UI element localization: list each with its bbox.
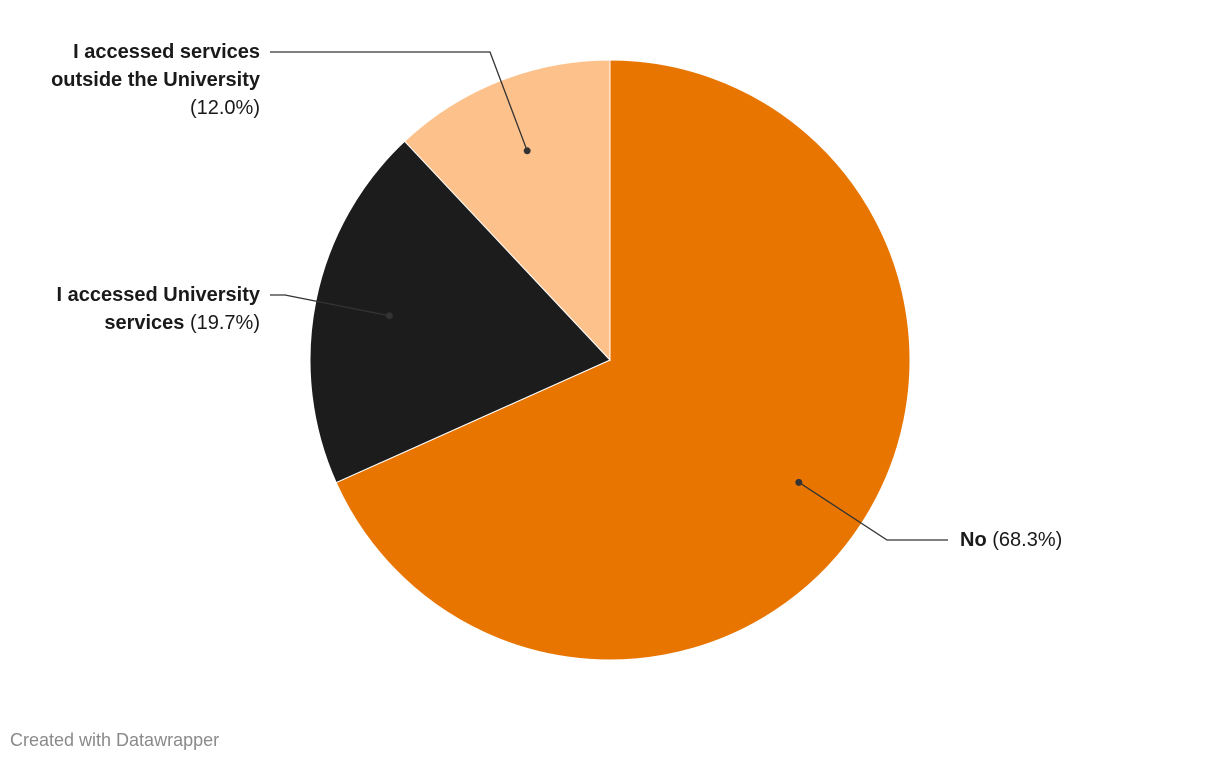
slice-label: I accessed services outside the Universi… — [10, 38, 260, 122]
slice-label: I accessed University services (19.7%) — [10, 281, 260, 337]
slice-label: No (68.3%) — [960, 526, 1062, 554]
slice-value: (68.3%) — [992, 529, 1063, 551]
leader-dot — [385, 312, 393, 320]
slice-name: I accessed University services — [56, 284, 260, 334]
slice-name: I accessed services outside the Universi… — [51, 41, 260, 91]
slice-name: No — [960, 529, 987, 551]
slice-value: (19.7%) — [189, 312, 260, 334]
pie-slice — [403, 59, 611, 362]
leader-dot — [523, 147, 531, 155]
credit: Created with Datawrapper — [10, 730, 220, 750]
leader-line — [270, 51, 528, 152]
leader-line — [798, 481, 948, 541]
leader-line — [270, 294, 390, 317]
leader-dot — [795, 478, 803, 486]
slice-value: (12.0%) — [189, 97, 260, 119]
